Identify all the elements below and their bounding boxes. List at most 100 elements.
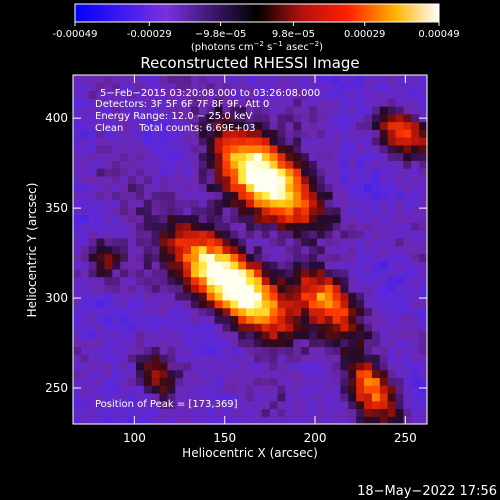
heatmap-cell xyxy=(277,346,286,355)
heatmap-cell xyxy=(191,199,200,208)
heatmap-cell xyxy=(419,369,428,379)
heatmap-cell xyxy=(395,330,404,340)
heatmap-cell xyxy=(96,237,106,247)
heatmap-cell xyxy=(340,361,349,371)
heatmap-cell xyxy=(230,416,239,425)
heatmap-cell xyxy=(167,299,176,309)
heatmap-cell xyxy=(88,98,98,107)
heatmap-cell xyxy=(309,199,318,208)
heatmap-cell xyxy=(222,206,231,216)
heatmap-cell xyxy=(269,245,279,254)
heatmap-cell xyxy=(143,199,153,208)
heatmap-cell xyxy=(269,377,279,386)
heatmap-cell xyxy=(175,354,184,363)
heatmap-cell xyxy=(253,307,263,317)
heatmap-cell xyxy=(261,299,271,309)
heatmap-cell xyxy=(269,315,279,324)
heatmap-cell xyxy=(411,183,420,192)
heatmap-cell xyxy=(151,75,161,84)
heatmap-cell xyxy=(206,106,216,115)
heatmap-cell xyxy=(324,175,334,185)
heatmap-cell xyxy=(395,230,404,239)
heatmap-cell xyxy=(285,214,294,223)
heatmap-cell xyxy=(120,222,129,231)
heatmap-cell xyxy=(371,129,381,138)
heatmap-cell xyxy=(167,276,176,285)
heatmap-cell xyxy=(253,361,263,371)
heatmap-cell xyxy=(246,206,255,216)
heatmap-cell xyxy=(332,276,342,285)
heatmap-cell xyxy=(253,284,263,293)
heatmap-cell xyxy=(356,268,365,278)
heatmap-cell xyxy=(88,90,98,99)
heatmap-cell xyxy=(356,160,365,169)
heatmap-cell xyxy=(253,222,263,231)
heatmap-cell xyxy=(340,199,349,208)
heatmap-cell xyxy=(143,307,153,317)
heatmap-cell xyxy=(403,276,412,285)
heatmap-cell xyxy=(230,307,239,317)
heatmap-cell xyxy=(88,338,98,348)
heatmap-cell xyxy=(403,98,412,107)
heatmap-cell xyxy=(104,113,113,123)
heatmap-cell xyxy=(301,206,310,216)
heatmap-cell xyxy=(277,168,286,177)
heatmap-cell xyxy=(151,230,161,239)
heatmap-cell xyxy=(128,175,137,185)
heatmap-cell xyxy=(379,160,389,169)
heatmap-cell xyxy=(135,175,145,185)
heatmap-cell xyxy=(340,206,349,216)
heatmap-cell xyxy=(364,276,373,285)
heatmap-cell xyxy=(301,98,310,107)
heatmap-cell xyxy=(246,106,255,115)
heatmap-cell xyxy=(222,338,231,348)
heatmap-cell xyxy=(246,214,255,223)
heatmap-cell xyxy=(112,299,121,309)
heatmap-cell xyxy=(80,400,90,410)
heatmap-cell xyxy=(167,75,176,84)
heatmap-cell xyxy=(261,160,271,169)
heatmap-cell xyxy=(159,191,168,200)
heatmap-cell xyxy=(301,315,310,324)
heatmap-cell xyxy=(96,160,106,169)
heatmap-cell xyxy=(285,268,294,278)
heatmap-cell xyxy=(379,222,389,231)
heatmap-cell xyxy=(80,284,90,293)
heatmap-cell xyxy=(253,323,263,332)
heatmap-cell xyxy=(73,416,82,425)
heatmap-cell xyxy=(277,82,286,92)
heatmap-cell xyxy=(128,361,137,371)
heatmap-cell xyxy=(167,90,176,99)
heatmap-cell xyxy=(135,137,145,146)
heatmap-cell xyxy=(348,191,357,200)
heatmap-cell xyxy=(364,237,373,247)
heatmap-cell xyxy=(167,323,176,332)
heatmap-cell xyxy=(96,346,106,355)
heatmap-cell xyxy=(332,307,342,317)
heatmap-cell xyxy=(269,385,279,394)
heatmap-cell xyxy=(128,299,137,309)
heatmap-cell xyxy=(214,346,224,355)
heatmap-cell xyxy=(356,416,365,425)
heatmap-cell xyxy=(285,299,294,309)
heatmap-cell xyxy=(96,245,106,254)
heatmap-cell xyxy=(277,385,286,394)
heatmap-cell xyxy=(198,299,208,309)
heatmap-cell xyxy=(253,137,263,146)
heatmap-cell xyxy=(198,284,208,293)
heatmap-cell xyxy=(112,292,121,301)
heatmap-cell xyxy=(277,90,286,99)
heatmap-cell xyxy=(191,292,200,301)
heatmap-cell xyxy=(285,392,294,402)
heatmap-cell xyxy=(135,385,145,394)
heatmap-cell xyxy=(191,261,200,270)
heatmap-cell xyxy=(395,82,404,92)
heatmap-cell xyxy=(364,168,373,177)
heatmap-cell xyxy=(253,369,263,379)
heatmap-cell xyxy=(340,315,349,324)
heatmap-cell xyxy=(112,129,121,138)
heatmap-cell xyxy=(222,230,231,239)
heatmap-cell xyxy=(332,129,342,138)
heatmap-cell xyxy=(324,323,334,332)
heatmap-cell xyxy=(167,191,176,200)
